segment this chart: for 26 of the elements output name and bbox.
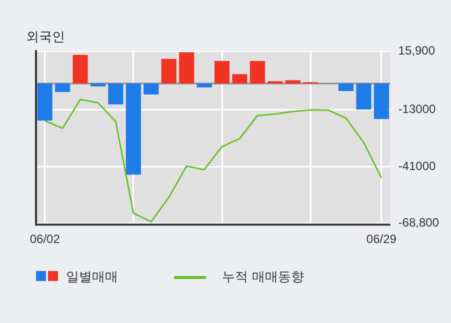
bar (356, 84, 372, 110)
bar (55, 84, 70, 92)
bar (285, 80, 300, 84)
bar (72, 54, 88, 84)
legend-label: 일별매매 (66, 269, 118, 286)
bar (196, 84, 212, 88)
bar (126, 84, 141, 175)
bar (250, 60, 265, 84)
bar (144, 84, 159, 94)
chart-title: 외국인 (26, 29, 65, 46)
x-tick-label: 06/29 (366, 232, 397, 246)
bar (232, 74, 248, 84)
bar (90, 84, 106, 86)
bar (374, 84, 389, 120)
y-tick-label: 15,900 (398, 44, 436, 58)
bar (161, 58, 176, 84)
y-tick-label: -68,800 (398, 215, 440, 230)
y-tick-label: -41000 (398, 159, 436, 174)
bar (37, 84, 52, 121)
y-tick-label: -13000 (398, 102, 436, 116)
bar (338, 84, 354, 92)
legend-label: 누적 매매동향 (222, 269, 304, 286)
x-tick-label: 06/02 (30, 232, 60, 246)
bar (214, 60, 230, 84)
bar (179, 52, 194, 84)
bar (108, 84, 124, 104)
